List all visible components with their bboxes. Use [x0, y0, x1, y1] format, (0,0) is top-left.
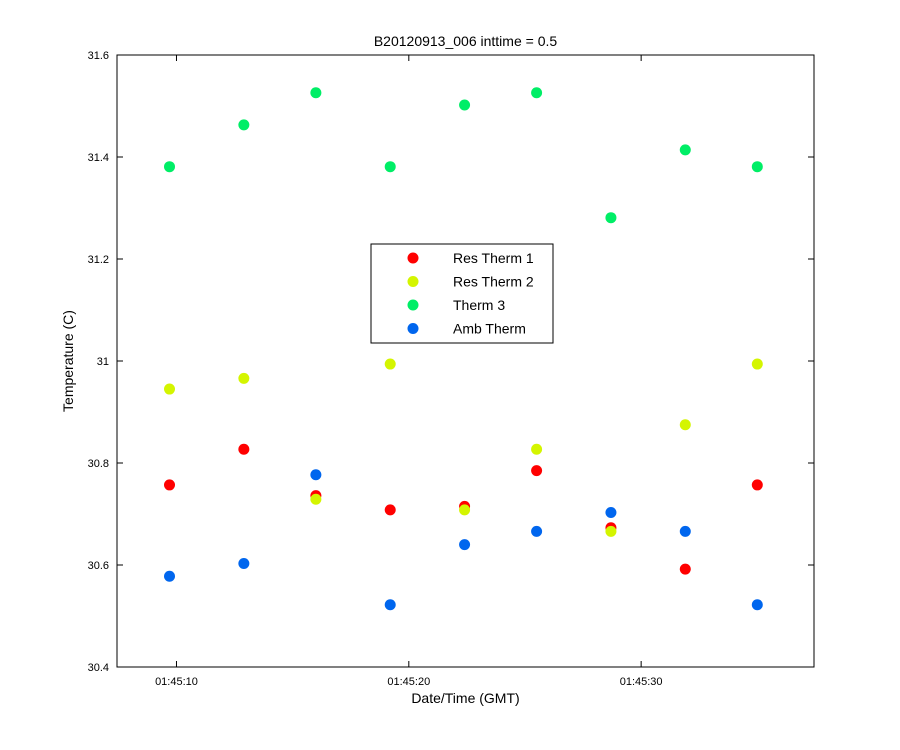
data-point-amb-therm	[164, 570, 176, 582]
y-axis-label: Temperature (C)	[60, 310, 76, 412]
data-point-amb-therm	[459, 539, 471, 551]
data-point-amb-therm	[238, 557, 250, 569]
data-point-therm-3	[459, 99, 471, 111]
y-tick-label: 31.4	[88, 152, 109, 164]
data-point-amb-therm	[605, 506, 617, 518]
data-point-amb-therm	[679, 525, 691, 537]
x-tick-label: 01:45:30	[620, 676, 663, 688]
data-point-therm-3	[164, 161, 176, 173]
data-point-res-therm-1	[238, 443, 250, 455]
y-axis-ticks: 30.4 30.6 30.8 31 31.2 31.4 31.6	[88, 50, 814, 674]
legend-box	[370, 243, 554, 344]
x-tick-label: 01:45:20	[387, 676, 430, 688]
y-tick-label: 31.2	[88, 254, 109, 266]
legend-label-res-therm-2: Res Therm 2	[453, 274, 534, 290]
data-point-therm-3	[531, 87, 543, 99]
data-point-therm-3	[605, 212, 617, 224]
x-axis-label: Date/Time (GMT)	[411, 690, 519, 706]
x-tick-label: 01:45:10	[155, 676, 198, 688]
legend-label-therm-3: Therm 3	[453, 297, 505, 313]
data-point-res-therm-2	[459, 504, 471, 516]
y-tick-label: 30.4	[88, 662, 109, 674]
legend-label-amb-therm: Amb Therm	[453, 321, 526, 337]
y-tick-label: 31.6	[88, 50, 109, 62]
legend: Res Therm 1 Res Therm 2 Therm 3 Amb Therm	[370, 243, 554, 344]
data-point-res-therm-2	[310, 493, 322, 505]
legend-marker-amb-therm	[407, 323, 419, 334]
data-point-res-therm-1	[751, 479, 763, 491]
data-point-res-therm-2	[679, 419, 691, 431]
data-point-res-therm-1	[384, 504, 396, 516]
data-point-res-therm-2	[751, 358, 763, 370]
data-point-res-therm-2	[605, 525, 617, 537]
chart-title: B20120913_006 inttime = 0.5	[374, 33, 558, 49]
y-tick-label: 30.6	[88, 560, 109, 572]
y-tick-label: 30.8	[88, 458, 109, 470]
data-point-res-therm-2	[531, 443, 543, 455]
data-point-amb-therm	[384, 599, 396, 611]
data-point-therm-3	[310, 87, 322, 99]
data-points	[164, 87, 763, 611]
legend-label-res-therm-1: Res Therm 1	[453, 250, 534, 266]
data-point-therm-3	[751, 161, 763, 173]
data-point-res-therm-2	[164, 383, 176, 395]
plot-area	[116, 54, 815, 668]
data-point-res-therm-1	[679, 563, 691, 575]
data-point-therm-3	[384, 161, 396, 173]
legend-marker-res-therm-1	[407, 252, 419, 264]
data-point-therm-3	[679, 144, 691, 156]
x-axis-ticks: 01:45:10 01:45:20 01:45:30	[155, 55, 663, 688]
legend-marker-therm-3	[407, 299, 419, 311]
data-point-res-therm-2	[384, 358, 396, 370]
data-point-res-therm-2	[238, 372, 250, 384]
data-point-res-therm-1	[531, 465, 543, 477]
legend-marker-res-therm-2	[407, 276, 419, 287]
data-point-res-therm-1	[164, 479, 176, 491]
data-point-amb-therm	[531, 525, 543, 537]
y-tick-label: 31	[97, 356, 109, 368]
data-point-amb-therm	[310, 469, 322, 481]
data-point-therm-3	[238, 119, 250, 131]
data-point-amb-therm	[751, 599, 763, 611]
